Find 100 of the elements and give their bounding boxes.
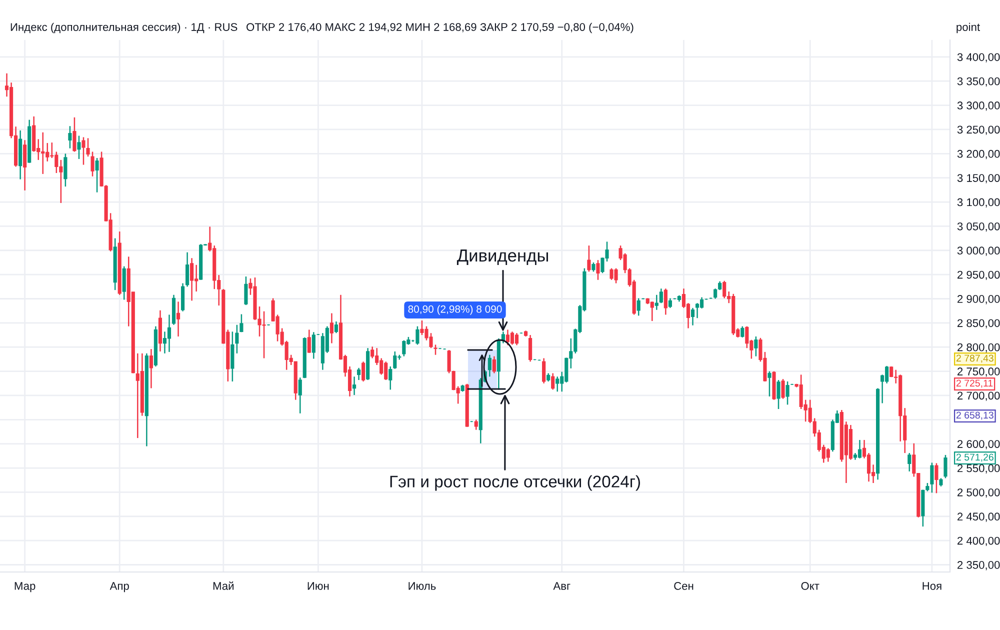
candlestick — [186, 252, 190, 288]
candlestick — [514, 332, 519, 346]
y-tick-label: 2 850,00 — [958, 319, 1000, 328]
candlestick — [334, 320, 338, 334]
candlestick — [695, 302, 700, 319]
y-tick-label: 2 700,00 — [958, 392, 1000, 401]
y-tick-label: 3 000,00 — [957, 246, 1000, 256]
candlestick — [740, 326, 744, 338]
candlestick — [908, 452, 912, 472]
candlestick — [356, 367, 361, 381]
y-tick-label: 2 800,00 — [958, 343, 1000, 353]
candlestick — [416, 326, 420, 346]
candlestick — [944, 454, 948, 479]
y-tick-label: 3 100,00 — [957, 198, 1000, 208]
y-axis-title: point — [956, 22, 980, 34]
candlestick — [551, 372, 555, 390]
candlestick — [23, 139, 27, 192]
y-tick-label: 2 500,00 — [958, 488, 1000, 498]
candlestick — [149, 348, 153, 389]
candlestick — [636, 298, 640, 316]
candlestick — [72, 116, 76, 152]
text: 2 787,43 — [956, 354, 994, 363]
candlestick — [162, 331, 167, 354]
y-tick-label: 3 350,00 — [957, 77, 1000, 87]
x-tick-label: Июн — [308, 582, 329, 590]
candlestick — [664, 288, 668, 316]
candlestick — [786, 380, 790, 406]
candlestick — [176, 301, 180, 338]
candlestick — [668, 298, 672, 309]
text: 2 658,13 — [956, 412, 994, 420]
candlestick — [930, 462, 934, 494]
candlestick — [68, 125, 72, 149]
x-tick-label: Май — [213, 582, 234, 590]
candlestick — [592, 262, 596, 272]
candlestick — [596, 259, 600, 281]
candlestick — [244, 276, 248, 306]
candlestick — [858, 439, 862, 459]
candlestick — [556, 376, 560, 392]
candlestick — [492, 356, 496, 374]
candlestick — [402, 340, 406, 357]
x-tick-label: Ноя — [922, 582, 942, 590]
text: 2 725,11 — [956, 380, 993, 388]
candlestick — [866, 452, 871, 482]
y-tick-label: 2 350,00 — [958, 561, 1000, 570]
candlestick — [542, 358, 546, 384]
candlestick — [434, 344, 438, 356]
y-tick-label: 2 450,00 — [958, 512, 1000, 522]
candlestick — [650, 301, 654, 322]
candlestick — [230, 331, 234, 382]
candlestick — [167, 314, 172, 353]
candlestick — [180, 282, 185, 312]
candlestick — [528, 334, 532, 362]
candlestick — [190, 257, 194, 302]
y-tick-label: 2 950,00 — [958, 270, 1000, 280]
candlestick — [745, 326, 749, 349]
y-tick-label: 3 200,00 — [957, 150, 1000, 160]
y-tick-label: 2 750,00 — [958, 368, 1000, 377]
annotation: 80,90 (2,98%) 8 090 — [408, 305, 502, 315]
candlestick — [754, 336, 758, 357]
x-tick-label: Мар — [14, 582, 36, 592]
candlestick — [393, 350, 397, 370]
y-tick-label: 3 250,00 — [957, 126, 1000, 135]
x-tick-label: Окт — [801, 582, 820, 590]
candlestick — [86, 138, 90, 158]
candlestick — [307, 329, 311, 354]
candlestick — [82, 136, 86, 166]
candlestick — [722, 280, 726, 299]
candlestick — [370, 346, 374, 359]
candlestick — [654, 294, 658, 310]
chart-title: Индекс (дополнительная сессия) · 1Д · RUS — [10, 22, 238, 34]
candlestick — [690, 307, 695, 326]
candlestick — [330, 312, 334, 344]
candlestick — [776, 379, 780, 410]
candlestick — [659, 288, 663, 304]
candlestick — [781, 378, 785, 400]
y-tick-label: 3 400,00 — [957, 53, 1000, 62]
candlestick — [235, 324, 239, 354]
candlestick — [95, 157, 99, 193]
candlestick — [510, 331, 514, 346]
candlestick — [240, 314, 244, 333]
candlestick — [122, 266, 126, 300]
candlestick — [488, 354, 492, 378]
y-tick-label: 2 600,00 — [958, 440, 1000, 450]
y-tick-label: 3 300,00 — [957, 102, 1000, 111]
y-tick-label: 2 900,00 — [958, 295, 1000, 304]
candlestick — [352, 376, 356, 396]
text: 2 571,26 — [956, 454, 994, 462]
candlestick — [768, 370, 772, 398]
x-tick-label: Июль — [408, 582, 436, 590]
candlestick — [362, 360, 366, 382]
y-tick-label: 2 550,00 — [958, 464, 1000, 474]
candlestick — [77, 135, 81, 160]
y-tick-label: 2 400,00 — [958, 536, 1000, 546]
annotation: Гэп и рост после отсечки (2024г) — [390, 475, 640, 491]
chart-subtitle: ОТКР 2 176,40 МАКС 2 194,92 МИН 2 168,69 ЗАКР 2 170,59 −0,80 (−0,04%) — [246, 22, 634, 34]
candlestick — [700, 296, 704, 310]
x-tick-label: Сен — [674, 582, 694, 590]
candlestick — [474, 419, 478, 430]
candlestick — [506, 329, 510, 346]
candlestick — [826, 448, 830, 462]
